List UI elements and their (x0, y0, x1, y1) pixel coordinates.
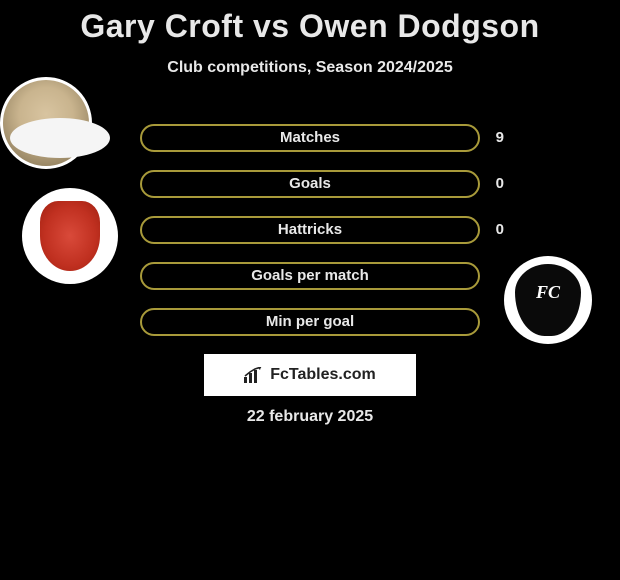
stat-row: Hattricks 0 (140, 216, 480, 244)
stat-label: Matches (142, 126, 478, 150)
stat-row: Goals per match (140, 262, 480, 290)
brand-text: FcTables.com (270, 366, 376, 384)
stat-label: Goals per match (142, 264, 478, 288)
stat-value-right: 9 (496, 126, 504, 150)
date-line: 22 february 2025 (0, 408, 620, 426)
subtitle: Club competitions, Season 2024/2025 (0, 59, 620, 77)
club-crest-left (40, 201, 100, 271)
stat-label: Hattricks (142, 218, 478, 242)
player-photo-left (10, 118, 110, 158)
stat-row: Matches 9 (140, 124, 480, 152)
club-badge-right (504, 256, 592, 344)
stats-panel: Matches 9 Goals 0 Hattricks 0 Goals per … (140, 124, 480, 354)
stat-value-right: 0 (496, 218, 504, 242)
club-crest-right (513, 262, 583, 338)
page-title: Gary Croft vs Owen Dodgson (0, 0, 620, 45)
club-badge-left (22, 188, 118, 284)
stat-row: Goals 0 (140, 170, 480, 198)
stat-label: Goals (142, 172, 478, 196)
stat-row: Min per goal (140, 308, 480, 336)
stat-label: Min per goal (142, 310, 478, 334)
brand-box: FcTables.com (204, 354, 416, 396)
chart-icon (244, 367, 264, 383)
stat-value-right: 0 (496, 172, 504, 196)
